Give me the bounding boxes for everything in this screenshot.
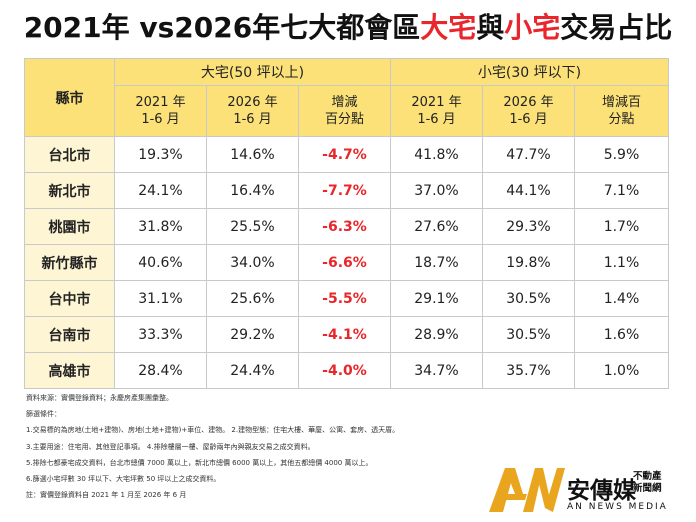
large-2021-cell: 33.3% (114, 316, 207, 353)
large-change-cell: -5.5% (298, 280, 391, 317)
table-body: 台北市 19.3% 14.6% -4.7% 41.8% 47.7% 5.9% 新北市 24.1%… (24, 136, 669, 389)
large-2021-cell: 31.1% (114, 280, 207, 317)
county-cell: 台南市 (24, 316, 115, 353)
logo-tagline: 不動產 新聞網 (633, 471, 662, 494)
small-2021-cell: 27.6% (390, 208, 483, 245)
note-line: 1.交易標的為房地(土地+建物)、房地(土地+建物)+車位、建物。 2.建物型態… (26, 426, 400, 435)
sub-header-row: 2021 年 1-6 月 2026 年 1-6 月增減 百分點 2021 年 1-6 月 20… (25, 85, 669, 137)
note-line: 註：實價登錄資料自 2021 年 1 月至 2026 年 6 月 (26, 491, 187, 500)
small-2026-cell: 30.5% (482, 316, 575, 353)
table-row: 桃園市 31.8% 25.5% -6.3% 27.6% 29.3% 1.7% (24, 208, 669, 245)
logo-name: 安傳媒 (567, 478, 636, 504)
title-part-1: 2021年 vs2026年七大都會區 (23, 11, 421, 44)
small-2026-cell: 44.1% (482, 172, 575, 209)
small-2021-cell: 18.7% (390, 244, 483, 281)
county-cell: 新竹縣市 (24, 244, 115, 281)
large-2026-cell: 29.2% (206, 316, 299, 353)
small-change-cell: 1.6% (574, 316, 669, 353)
title-part-2: 大宅 (420, 11, 477, 44)
small-2026-cell: 19.8% (482, 244, 575, 281)
small-2026-cell: 35.7% (482, 352, 575, 389)
county-cell: 台北市 (24, 136, 115, 173)
county-cell: 台中市 (24, 280, 115, 317)
table-row: 高雄市 28.4% 24.4% -4.0% 34.7% 35.7% 1.0% (24, 352, 669, 389)
large-2021-cell: 24.1% (114, 172, 207, 209)
large-2021-cell: 28.4% (114, 352, 207, 389)
small-2021-cell: 28.9% (390, 316, 483, 353)
small-2021-cell: 41.8% (390, 136, 483, 173)
small-change-cell: 1.7% (574, 208, 669, 245)
sub-header-4: 2026 年 1-6 月 (482, 85, 575, 137)
large-2026-cell: 14.6% (206, 136, 299, 173)
table-row: 台中市 31.1% 25.6% -5.5% 29.1% 30.5% 1.4% (24, 280, 669, 317)
source-notes: 資料來源：實價登錄資料；永慶房產集團彙整。 篩選條件： 1.交易標的為房地(土地+建… (26, 390, 496, 503)
small-change-cell: 1.0% (574, 352, 669, 389)
sub-header-1: 2026 年 1-6 月 (206, 85, 299, 137)
table-row: 台北市 19.3% 14.6% -4.7% 41.8% 47.7% 5.9% (24, 136, 669, 173)
large-change-cell: -7.7% (298, 172, 391, 209)
large-2026-cell: 16.4% (206, 172, 299, 209)
title-part-5: 交易占比 (560, 11, 673, 44)
county-header: 縣市 (24, 58, 115, 137)
large-house-header: 大宅(50 坪以上) (114, 58, 391, 86)
small-2026-cell: 29.3% (482, 208, 575, 245)
sub-header-5: 增減百 分點 (574, 85, 669, 137)
note-line: 資料來源：實價登錄資料；永慶房產集團彙整。 (26, 394, 173, 402)
large-change-cell: -6.3% (298, 208, 391, 245)
note-line: 6.篩選小宅坪數 30 坪以下、大宅坪數 50 坪以上之成交資料。 (26, 474, 221, 483)
large-2026-cell: 25.5% (206, 208, 299, 245)
an-news-media-logo: 安傳媒 不動產 新聞網 AN NEWS MEDIA (487, 462, 692, 517)
large-change-cell: -4.7% (298, 136, 391, 173)
sub-header-2: 增減 百分點 (298, 85, 391, 137)
large-change-cell: -6.6% (298, 244, 391, 281)
title-part-4: 小宅 (504, 11, 561, 44)
large-2026-cell: 34.0% (206, 244, 299, 281)
large-change-cell: -4.0% (298, 352, 391, 389)
sub-header-3: 2021 年 1-6 月 (390, 85, 483, 137)
small-2021-cell: 34.7% (390, 352, 483, 389)
county-cell: 桃園市 (24, 208, 115, 245)
large-2021-cell: 31.8% (114, 208, 207, 245)
small-change-cell: 1.4% (574, 280, 669, 317)
small-change-cell: 5.9% (574, 136, 669, 173)
table-row: 台南市 33.3% 29.2% -4.1% 28.9% 30.5% 1.6% (24, 316, 669, 353)
page-title: 2021年 vs2026年七大都會區大宅與小宅交易占比 (0, 6, 696, 46)
small-2026-cell: 47.7% (482, 136, 575, 173)
small-2021-cell: 37.0% (390, 172, 483, 209)
large-2021-cell: 40.6% (114, 244, 207, 281)
table-row: 新竹縣市 40.6% 34.0% -6.6% 18.7% 19.8% 1.1% (24, 244, 669, 281)
small-house-header: 小宅(30 坪以下) (390, 58, 669, 86)
sub-header-0: 2021 年 1-6 月 (114, 85, 207, 137)
an-logo-icon (489, 468, 565, 512)
small-change-cell: 7.1% (574, 172, 669, 209)
note-line: 篩選條件： (26, 410, 61, 419)
large-change-cell: -4.1% (298, 316, 391, 353)
small-change-cell: 1.1% (574, 244, 669, 281)
note-line: 3.主要用途：住宅用、其他登記事項。 4.排除樓層一樓、屋齡兩年內與親友交易之成… (26, 442, 315, 451)
data-table: 縣市 大宅(50 坪以上) 小宅(30 坪以下) 2021 年 1-6 月 2026… (24, 58, 669, 389)
note-line: 5.排除七都豪宅成交資料，台北市總價 7000 萬以上，新北市總價 6000 萬… (26, 458, 373, 467)
small-2021-cell: 29.1% (390, 280, 483, 317)
small-2026-cell: 30.5% (482, 280, 575, 317)
county-cell: 新北市 (24, 172, 115, 209)
logo-english-name: AN NEWS MEDIA (567, 502, 668, 512)
large-2026-cell: 25.6% (206, 280, 299, 317)
county-cell: 高雄市 (24, 352, 115, 389)
table-row: 新北市 24.1% 16.4% -7.7% 37.0% 44.1% 7.1% (24, 172, 669, 209)
large-2021-cell: 19.3% (114, 136, 207, 173)
title-part-3: 與 (476, 11, 505, 44)
large-2026-cell: 24.4% (206, 352, 299, 389)
